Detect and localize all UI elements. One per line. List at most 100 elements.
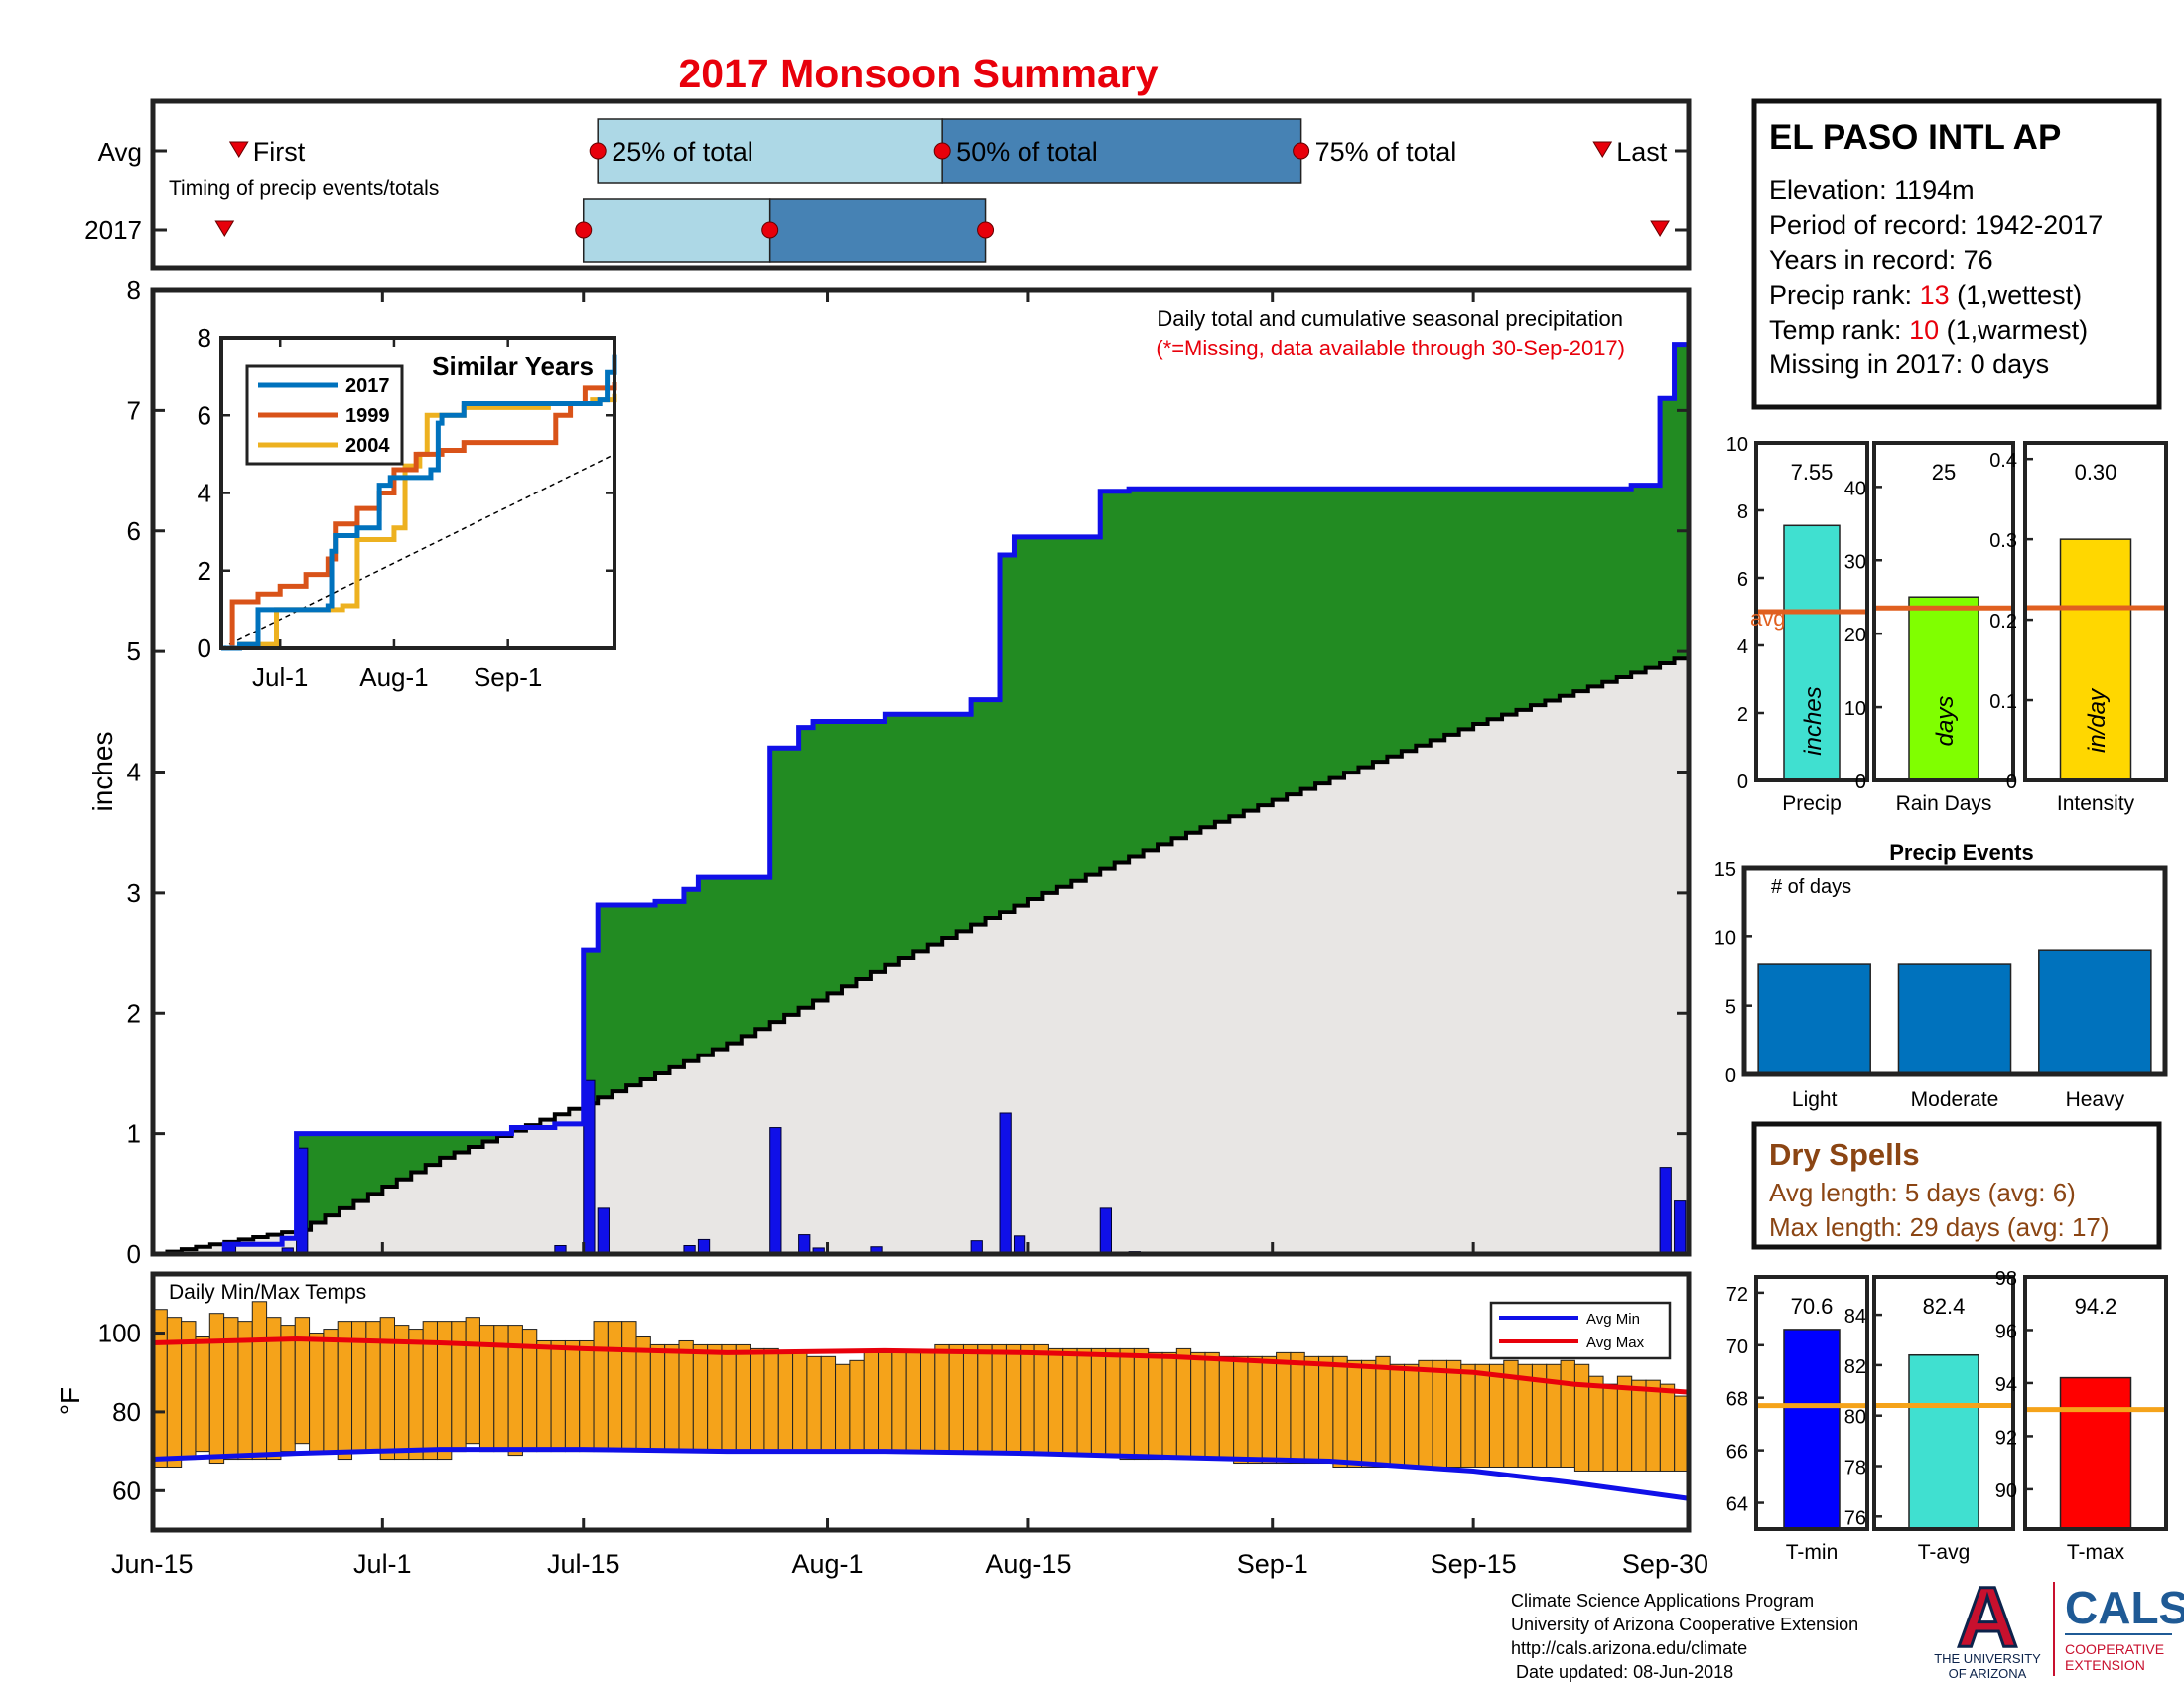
footer-line-2: University of Arizona Cooperative Extens… xyxy=(1511,1615,1858,1634)
daily-temp-bar xyxy=(1361,1359,1377,1468)
daily-temp-bar xyxy=(1460,1363,1476,1468)
daily-temp-bar xyxy=(1375,1355,1391,1468)
summary-ytick-label: 20 xyxy=(1844,625,1866,646)
legend-label-avg-min: Avg Min xyxy=(1586,1311,1640,1328)
daily-temp-bar xyxy=(920,1351,936,1453)
daily-temp-bar xyxy=(1573,1363,1590,1472)
summary-panel-frame xyxy=(2023,441,2168,782)
ua-block-a-logo: A xyxy=(1957,1570,2018,1665)
summary-ytick-label: 8 xyxy=(1737,501,1748,523)
summary-ytick-label: 6 xyxy=(1737,569,1748,591)
precip-events-category-label: Light xyxy=(1792,1088,1838,1111)
cumulative-precip-missing-note: (*=Missing, data available through 30-Se… xyxy=(1156,336,1625,360)
summary-ytick-label: 80 xyxy=(1844,1407,1866,1429)
station-precip-rank: Precip rank: 13 (1,wettest) xyxy=(1769,280,2082,310)
similar-years-line-2017 xyxy=(221,354,617,651)
daily-temp-bar xyxy=(309,1333,325,1453)
summary-ytick-label: 64 xyxy=(1726,1494,1748,1516)
similar-years-ytick-label: 8 xyxy=(198,323,211,352)
date-axis-label: Jun-15 xyxy=(111,1549,194,1579)
summary-bar-t-avg xyxy=(1908,1353,1979,1530)
summary-ytick-label: 0 xyxy=(1737,772,1748,793)
average-cumulative-line xyxy=(153,653,1691,1256)
summary-category-label: Rain Days xyxy=(1896,792,1992,815)
timing-box-first-half-avg xyxy=(597,118,943,184)
summary-category-label: T-avg xyxy=(1918,1541,1971,1564)
similar-years-xtick-label: Aug-1 xyxy=(359,662,428,692)
station-period: Period of record: 1942-2017 xyxy=(1769,211,2103,240)
timing-label-p50: 50% of total xyxy=(956,137,1098,167)
similar-years-ytick-label: 2 xyxy=(198,556,211,586)
daily-temp-bar xyxy=(820,1355,837,1453)
cumulative-precip-line-2017 xyxy=(153,342,1689,1257)
daily-temp-bar xyxy=(707,1343,723,1453)
daily-temp-bar xyxy=(934,1343,950,1453)
daily-temp-bar xyxy=(1602,1383,1618,1472)
timing-p75-marker-2017 xyxy=(977,221,995,239)
summary-ytick-label: 0 xyxy=(1855,772,1866,793)
similar-years-plot: 0 2 4 6 8 Jul-1 Aug-1 Sep-1 xyxy=(198,323,617,692)
daily-temp-bar xyxy=(251,1301,268,1461)
daily-temp-bar xyxy=(1133,1347,1150,1461)
timing-panel: Avg 2017 Timing of precip events/totals … xyxy=(84,98,1692,271)
daily-temp-bar xyxy=(1332,1355,1348,1468)
ua-name-line-1: THE UNIVERSITY xyxy=(1934,1651,2041,1666)
date-axis-label: Sep-15 xyxy=(1431,1549,1517,1579)
daily-temp-bar xyxy=(550,1339,566,1453)
daily-temp-bar xyxy=(607,1321,623,1453)
daily-temp-bar xyxy=(1303,1355,1320,1465)
similar-years-legend: 2017 1999 2004 xyxy=(245,364,404,466)
dry-spells-frame xyxy=(1751,1121,2162,1250)
summary-ytick-label: 96 xyxy=(1995,1321,2017,1342)
precip-events-plot: Light Moderate Heavy 0 5 10 15 xyxy=(1714,859,2152,1111)
timing-panel-frame xyxy=(150,98,1692,271)
temp-ytick-label: 80 xyxy=(112,1397,141,1427)
summary-avg-label: avg xyxy=(1750,606,1785,631)
daily-temp-bar xyxy=(649,1343,666,1453)
daily-temp-bar xyxy=(1445,1359,1462,1468)
similar-years-inset: 0 2 4 6 8 Jul-1 Aug-1 Sep-1 Similar Years 2017 … xyxy=(198,323,617,692)
cumulative-precip-chart: Daily total and cumulative seasonal prec… xyxy=(87,275,1692,1269)
temp-ytick-label: 100 xyxy=(98,1319,141,1348)
timing-p25-marker-2017 xyxy=(575,221,593,239)
daily-temp-bar xyxy=(977,1343,993,1453)
daily-precip-bar xyxy=(999,1112,1012,1255)
date-axis-label: Aug-15 xyxy=(985,1549,1071,1579)
daily-temp-bar xyxy=(208,1313,225,1465)
timing-p50-marker-avg xyxy=(933,142,951,160)
daily-temps-frame xyxy=(150,1271,1692,1533)
summary-category-label: Intensity xyxy=(2057,792,2135,815)
similar-years-ytick-label: 6 xyxy=(198,400,211,430)
summary-ytick-label: 30 xyxy=(1844,551,1866,573)
daily-temp-bar xyxy=(991,1343,1007,1453)
daily-precip-bar xyxy=(1659,1167,1672,1255)
daily-temp-bar xyxy=(1631,1379,1647,1472)
daily-temp-bar xyxy=(621,1321,637,1453)
daily-temp-bar xyxy=(849,1359,865,1453)
date-axis-label: Aug-1 xyxy=(791,1549,863,1579)
summary-ytick-label: 76 xyxy=(1844,1507,1866,1529)
daily-temps-ylabel: °F xyxy=(55,1387,85,1415)
summary-ytick-label: 78 xyxy=(1844,1458,1866,1479)
timing-box-second-half-2017 xyxy=(768,198,987,263)
daily-temps-legend-frame xyxy=(1489,1301,1672,1360)
daily-temps-chart: 60 80 100 Jun-15 Jul-1 Jul-15 Aug-1 Aug-15 Sep-1… xyxy=(55,1271,1708,1579)
precip-summary-panels: 7.55 Precip inches avg 0 2 4 6 8 10 25 Rain Days day… xyxy=(1726,434,2168,815)
daily-temp-bar xyxy=(1005,1343,1022,1453)
timing-caption: Timing of precip events/totals xyxy=(169,177,439,200)
daily-temp-bar xyxy=(1474,1363,1490,1468)
dry-spells-box: Dry Spells Avg length: 5 days (avg: 6) M… xyxy=(1751,1121,2162,1250)
station-info-box: EL PASO INTL AP Elevation: 1194m Period … xyxy=(1751,98,2162,410)
temp-ytick-label: 60 xyxy=(112,1476,141,1505)
similar-years-average-line xyxy=(220,453,615,649)
daily-temp-bar xyxy=(1033,1343,1049,1457)
daily-temp-bar xyxy=(835,1363,851,1453)
cumulative-ytick-label: 7 xyxy=(127,395,141,425)
cumulative-precip-axes: 0 1 2 3 4 5 6 7 8 xyxy=(127,275,1691,1269)
date-axis-label: Jul-15 xyxy=(547,1549,620,1579)
station-info-frame xyxy=(1751,98,2162,410)
precip-events-category-label: Heavy xyxy=(2066,1088,2125,1111)
timing-box-first-half-2017 xyxy=(582,198,771,263)
timing-first-marker-2017 xyxy=(214,220,235,237)
page-title: 2017 Monsoon Summary xyxy=(678,51,1158,96)
